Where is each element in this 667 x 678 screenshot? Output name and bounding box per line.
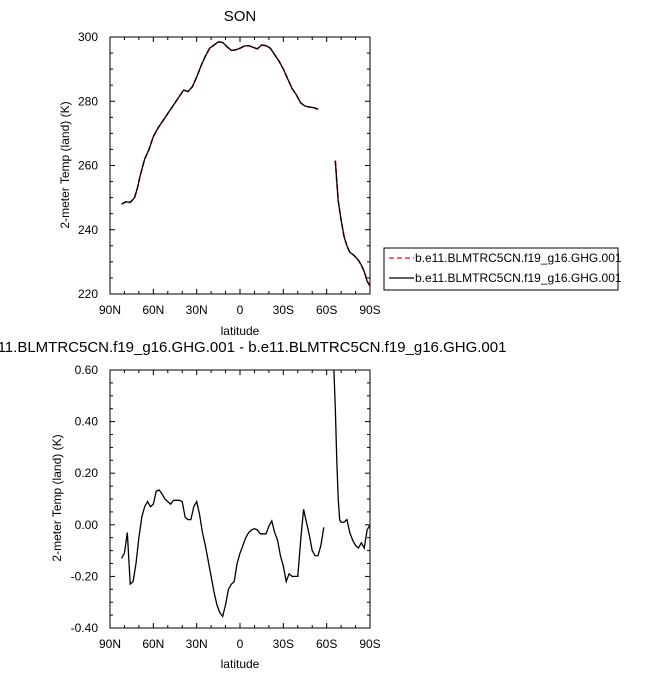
bottom-series-1-segment-1 — [120, 489, 325, 618]
top-x-tick-label: 30N — [186, 303, 208, 317]
top-series-1-segment-2 — [334, 160, 370, 287]
top-plot-frame — [109, 36, 371, 295]
panel-top-y-axis-label: 2-meter Temp (land) (K) — [58, 101, 72, 228]
legend-entry-series-2: b.e11.BLMTRC5CN.f19_g16.GHG.001 — [415, 271, 622, 285]
bottom-series-1-segment-2 — [333, 370, 370, 550]
bottom-x-tick-label: 30N — [186, 637, 208, 651]
bottom-x-tick-label: 60N — [142, 637, 164, 651]
bottom-y-tick-label: -0.20 — [71, 569, 99, 583]
panel-bottom-title: 11.BLMTRC5CN.f19_g16.GHG.001 - b.e11.BLM… — [0, 339, 506, 356]
legend-entry-series-1: b.e11.BLMTRC5CN.f19_g16.GHG.001 — [415, 251, 622, 265]
bottom-x-tick-label: 30S — [273, 637, 294, 651]
bottom-x-tick-label: 0 — [237, 637, 244, 651]
panel-bottom-plot-area: 90N 60N 30N 0 30S 60S 90S -0.40 -0.20 0.00 0.20 0.4… — [71, 363, 381, 651]
bottom-y-tick-label: 0.40 — [75, 415, 99, 429]
top-y-tick-label: 240 — [78, 223, 98, 237]
bottom-y-tick-label: 0.00 — [75, 518, 99, 532]
panel-top-title: SON — [224, 8, 257, 25]
bottom-x-tick-label: 60S — [316, 637, 337, 651]
top-y-tick-label: 220 — [78, 287, 98, 301]
panel-top: SON 90N 60N 30N 0 30S 60S 90S 220 240 260 280 300 l… — [58, 8, 622, 338]
top-y-tick-label: 280 — [78, 94, 98, 108]
top-y-tick-label: 300 — [78, 30, 98, 44]
bottom-y-tick-label: 0.20 — [75, 466, 99, 480]
top-x-tick-label: 0 — [237, 303, 244, 317]
top-x-tick-label: 30S — [273, 303, 294, 317]
top-series-2-segment-1 — [121, 41, 319, 205]
legend-box — [383, 247, 619, 291]
top-y-tick-label: 260 — [78, 159, 98, 173]
top-x-tick-label: 60N — [142, 303, 164, 317]
panel-bottom-x-axis-label: latitude — [221, 657, 260, 671]
panel-bottom: 11.BLMTRC5CN.f19_g16.GHG.001 - b.e11.BLM… — [0, 339, 506, 671]
bottom-y-tick-label: 0.60 — [75, 363, 99, 377]
top-series-2-segment-2 — [334, 160, 370, 287]
legend: b.e11.BLMTRC5CN.f19_g16.GHG.001 b.e11.BL… — [383, 247, 622, 291]
bottom-x-tick-label: 90N — [99, 637, 121, 651]
top-series-1-segment-1 — [121, 40, 319, 205]
bottom-x-tick-label: 90S — [359, 637, 380, 651]
panel-top-plot-area: 90N 60N 30N 0 30S 60S 90S 220 240 260 280 300 — [78, 30, 381, 317]
top-x-tick-label: 90S — [359, 303, 380, 317]
bottom-plot-frame — [109, 369, 371, 629]
panel-bottom-y-axis-label: 2-meter Temp (land) (K) — [50, 434, 64, 561]
top-x-tick-label: 90N — [99, 303, 121, 317]
bottom-y-tick-label: -0.40 — [71, 621, 99, 635]
panel-top-x-axis-label: latitude — [221, 324, 260, 338]
top-x-tick-label: 60S — [316, 303, 337, 317]
